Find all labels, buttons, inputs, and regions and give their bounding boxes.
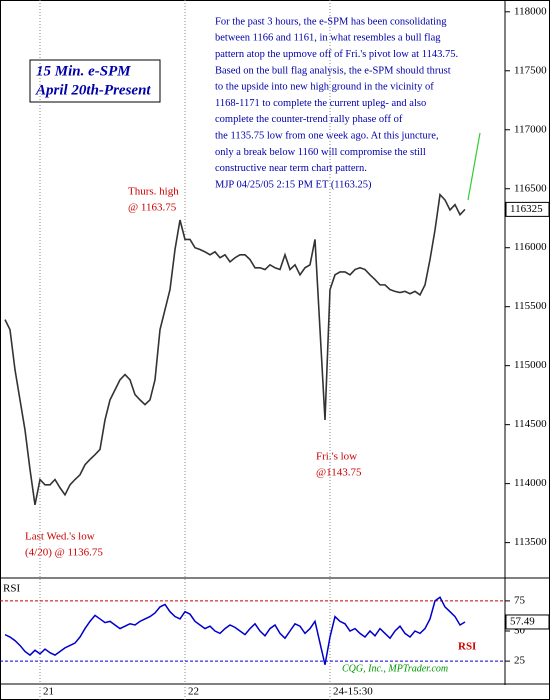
commentary: complete the counter-trend rally phase o…	[215, 114, 403, 125]
commentary: pattern atop the upmove off of Fri.'s pi…	[215, 49, 458, 60]
y-tick-label: 25	[514, 655, 526, 667]
annotation: @ 1163.75	[128, 202, 177, 214]
series-line	[4, 192, 466, 506]
x-tick-label: 24-15:30	[333, 686, 373, 698]
panel-title: RSI	[3, 583, 20, 595]
commentary: Based on the bull flag analysis, the e-S…	[215, 65, 451, 76]
last-value: 57.49	[510, 616, 535, 628]
chart-title: April 20th-Present	[35, 82, 151, 98]
x-tick-label: 22	[188, 686, 199, 698]
y-tick-label: 50	[514, 625, 526, 637]
y-tick-label: 114500	[514, 418, 547, 430]
commentary: to the upside into new high ground in th…	[215, 82, 434, 93]
y-tick-label: 114000	[514, 477, 547, 489]
credit: CQG, Inc., MPTrader.com	[342, 663, 448, 674]
last-value-box	[505, 614, 550, 630]
annotation: @1143.75	[316, 467, 362, 479]
commentary: between 1166 and 1161, in what resembles…	[215, 33, 441, 44]
y-tick-label: 116000	[514, 241, 547, 253]
y-tick-label: 116500	[514, 182, 547, 194]
chart-title: 15 Min. e-SPM	[36, 63, 131, 79]
y-tick-label: 117500	[514, 64, 547, 76]
annotation: Thurs. high	[128, 186, 179, 198]
y-tick-label: 113500	[514, 536, 547, 548]
last-value: 116325	[510, 203, 543, 215]
commentary: 1168-1171 to complete the current upleg-…	[215, 98, 426, 109]
series-label: RSI	[458, 641, 476, 653]
commentary: the 1135.75 low from one week ago. At th…	[215, 131, 439, 142]
annotation: (4/20) @ 1136.75	[25, 547, 103, 559]
y-tick-label: 117000	[514, 123, 547, 135]
commentary: constructive near term chart pattern.	[215, 163, 367, 174]
title-box	[29, 59, 161, 103]
commentary: For the past 3 hours, the e-SPM has been…	[215, 16, 447, 27]
annotation: Fri.'s low	[316, 451, 357, 463]
trend-line	[467, 132, 481, 201]
last-value-box	[505, 201, 550, 217]
y-tick-label: 118000	[514, 5, 547, 17]
y-tick-label: 75	[514, 594, 526, 606]
annotation: Last Wed.'s low	[25, 531, 95, 543]
y-tick-label: 115000	[514, 359, 547, 371]
commentary: only a break below 1160 will compromise …	[215, 147, 426, 158]
commentary: MJP 04/25/05 2:15 PM ET (1163.25)	[215, 179, 372, 190]
series-line	[4, 596, 466, 665]
x-tick-label: 21	[43, 686, 54, 698]
y-tick-label: 115500	[514, 300, 547, 312]
